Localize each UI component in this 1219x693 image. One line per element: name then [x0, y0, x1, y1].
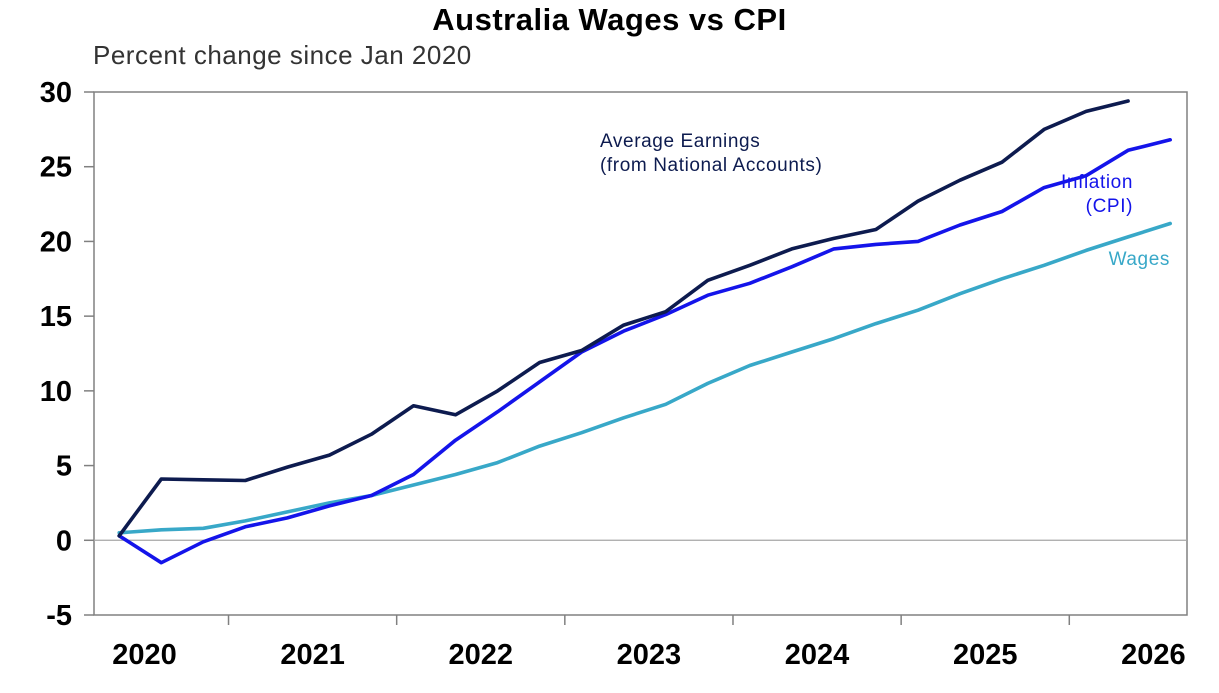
series-line-wages	[117, 221, 1172, 535]
y-tick-label: -5	[46, 600, 72, 632]
y-tick-label: 5	[56, 451, 72, 483]
y-tick-label: 10	[40, 376, 72, 408]
x-tick-label: 2021	[280, 639, 345, 671]
series-label-average-earnings: (from National Accounts)	[600, 155, 822, 176]
y-tick-label: 25	[40, 152, 72, 184]
x-tick-label: 2024	[785, 639, 850, 671]
series-line-inflation	[117, 138, 1172, 565]
chart-subtitle: Percent change since Jan 2020	[93, 40, 472, 70]
x-tick-label: 2023	[617, 639, 682, 671]
x-tick-label: 2022	[448, 639, 513, 671]
series-label-inflation: Inflation	[1061, 172, 1133, 193]
x-tick-label: 2025	[953, 639, 1018, 671]
x-tick-label: 2026	[1121, 639, 1186, 671]
y-tick-label: 15	[40, 301, 72, 333]
y-axis: -5 0 5 10 15 20 25 30	[40, 77, 94, 632]
series-line-average-earnings	[117, 99, 1130, 538]
x-axis: 2020 2021 2022 2023 2024 2025 2026	[112, 615, 1186, 671]
series-lines	[117, 99, 1172, 565]
x-tick-label: 2020	[112, 639, 177, 671]
y-tick-label: 30	[40, 77, 72, 109]
chart-title: Australia Wages vs CPI	[432, 2, 787, 37]
series-labels: Average Earnings (from National Accounts)…	[600, 131, 1170, 270]
y-tick-label: 20	[40, 226, 72, 258]
y-tick-label: 0	[56, 525, 72, 557]
series-label-inflation: (CPI)	[1086, 196, 1133, 217]
series-label-wages: Wages	[1109, 249, 1170, 270]
plot-border	[93, 91, 1188, 616]
plot-frame	[93, 91, 1188, 616]
series-label-average-earnings: Average Earnings	[600, 131, 760, 152]
